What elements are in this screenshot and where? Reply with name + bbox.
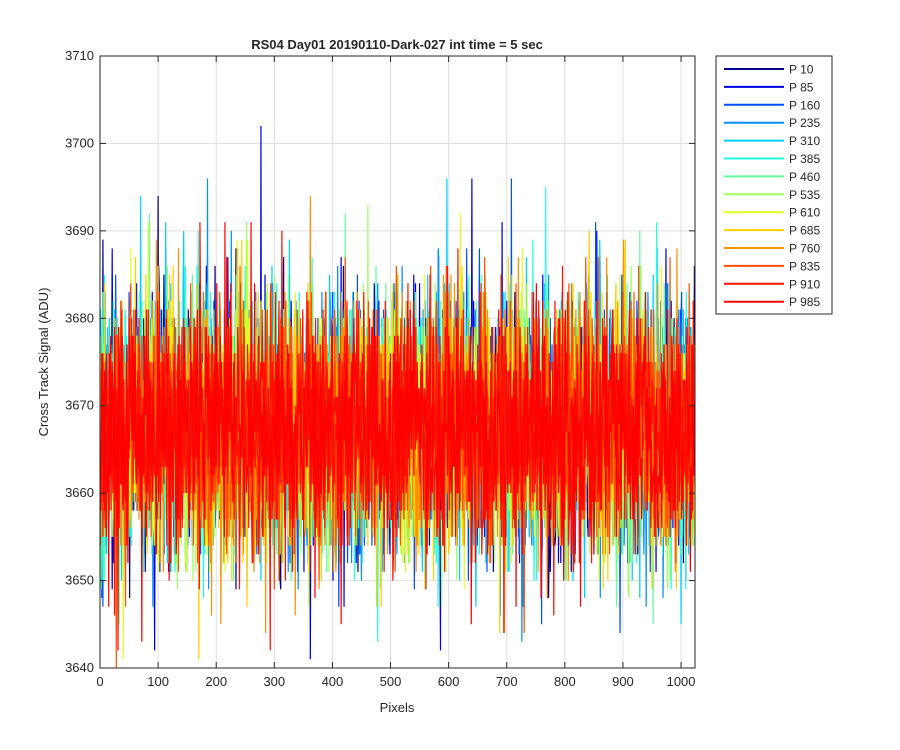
legend-entry-label: P 610 xyxy=(789,206,820,220)
y-tick-label: 3700 xyxy=(65,135,94,150)
axes-box xyxy=(99,55,696,669)
y-tick-label: 3680 xyxy=(65,310,94,325)
x-tick-label: 800 xyxy=(554,674,576,689)
legend-entry-label: P 910 xyxy=(789,277,820,291)
legend-entry-label: P 160 xyxy=(789,98,820,112)
legend-entry-label: P 310 xyxy=(789,134,820,148)
x-tick-label: 200 xyxy=(205,674,227,689)
legend-entry-label: P 235 xyxy=(789,116,820,130)
legend-entry-label: P 535 xyxy=(789,188,820,202)
legend-entry-label: P 460 xyxy=(789,170,820,184)
legend-entry-label: P 85 xyxy=(789,80,814,94)
legend-entry-label: P 835 xyxy=(789,259,820,273)
legend: P 10 P 85 P 160 P 235 P 310 P 385 P 460 P 535 P … xyxy=(715,55,833,315)
y-tick-label: 3670 xyxy=(65,398,94,413)
x-tick-label: 0 xyxy=(96,674,103,689)
x-tick-label: 1000 xyxy=(667,674,696,689)
legend-entry-label: P 10 xyxy=(789,63,814,77)
x-tick-label: 700 xyxy=(496,674,518,689)
y-tick-label: 3640 xyxy=(65,660,94,675)
x-tick-label: 500 xyxy=(380,674,402,689)
legend-box xyxy=(715,55,833,315)
y-axis-label: Cross Track Signal (ADU) xyxy=(36,288,51,437)
y-tick-label: 3650 xyxy=(65,573,94,588)
x-tick-label: 100 xyxy=(147,674,169,689)
y-tick-label: 3660 xyxy=(65,485,94,500)
legend-entry-label: P 685 xyxy=(789,224,820,238)
legend-entry-label: P 385 xyxy=(789,152,820,166)
x-tick-label: 400 xyxy=(322,674,344,689)
chart-title: RS04 Day01 20190110-Dark-027 int time = … xyxy=(251,37,543,52)
y-tick-label: 3690 xyxy=(65,223,94,238)
x-tick-label: 600 xyxy=(438,674,460,689)
legend-entry-label: P 760 xyxy=(789,242,820,256)
x-tick-label: 900 xyxy=(612,674,634,689)
legend-entry-label: P 985 xyxy=(789,295,820,309)
series-lines xyxy=(100,125,695,668)
x-tick-label: 300 xyxy=(263,674,285,689)
series-line-p985 xyxy=(100,222,695,651)
axis-ticks: 0 100 200 300 400 500 600 700 800 900 1000 3640 3650… xyxy=(65,48,695,689)
x-axis-label: Pixels xyxy=(380,700,415,715)
y-tick-label: 3710 xyxy=(65,48,94,63)
